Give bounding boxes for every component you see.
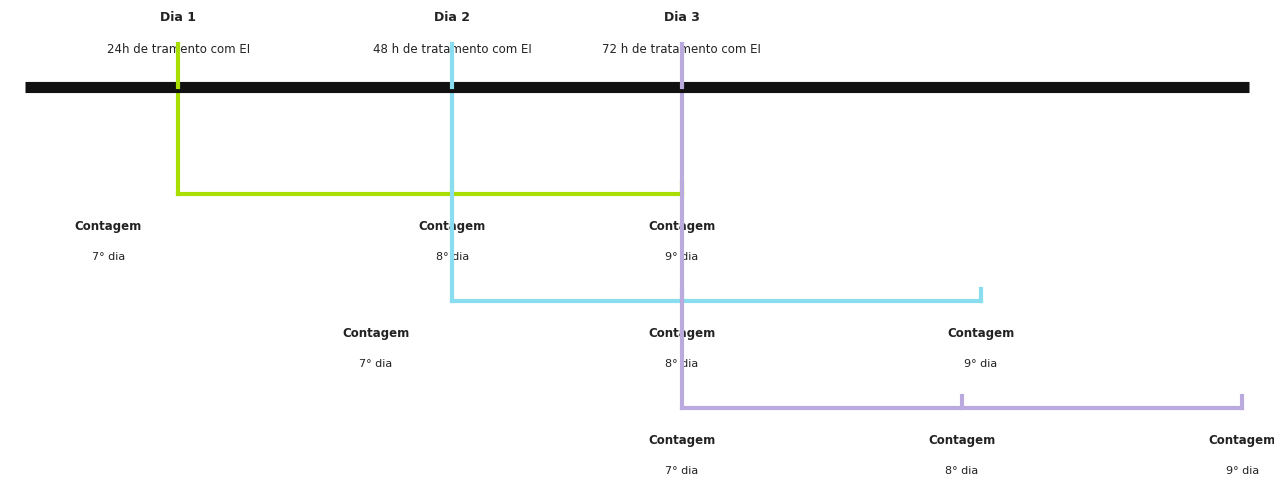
Text: Dia 2: Dia 2 (434, 11, 470, 24)
Text: 8° dia: 8° dia (945, 466, 978, 476)
Text: Contagem: Contagem (1209, 434, 1274, 447)
Text: Contagem: Contagem (929, 434, 995, 447)
Text: 8° dia: 8° dia (665, 359, 698, 369)
Text: Contagem: Contagem (648, 220, 715, 233)
Text: 8° dia: 8° dia (436, 252, 469, 262)
Text: Contagem: Contagem (648, 434, 715, 447)
Text: Dia 3: Dia 3 (664, 11, 699, 24)
Text: 7° dia: 7° dia (92, 252, 125, 262)
Text: 48 h de tratamento com EI: 48 h de tratamento com EI (373, 43, 531, 56)
Text: Contagem: Contagem (419, 220, 485, 233)
Text: 72 h de tratamento com EI: 72 h de tratamento com EI (603, 43, 761, 56)
Text: 7° dia: 7° dia (665, 466, 698, 476)
Text: Contagem: Contagem (75, 220, 141, 233)
Text: Dia 1: Dia 1 (161, 11, 196, 24)
Text: 24h de tramento com EI: 24h de tramento com EI (107, 43, 250, 56)
Text: Contagem: Contagem (948, 327, 1014, 340)
Text: Contagem: Contagem (648, 327, 715, 340)
Text: 7° dia: 7° dia (359, 359, 392, 369)
Text: 9° dia: 9° dia (964, 359, 998, 369)
Text: 9° dia: 9° dia (665, 252, 698, 262)
Text: 9° dia: 9° dia (1226, 466, 1259, 476)
Text: Contagem: Contagem (343, 327, 409, 340)
